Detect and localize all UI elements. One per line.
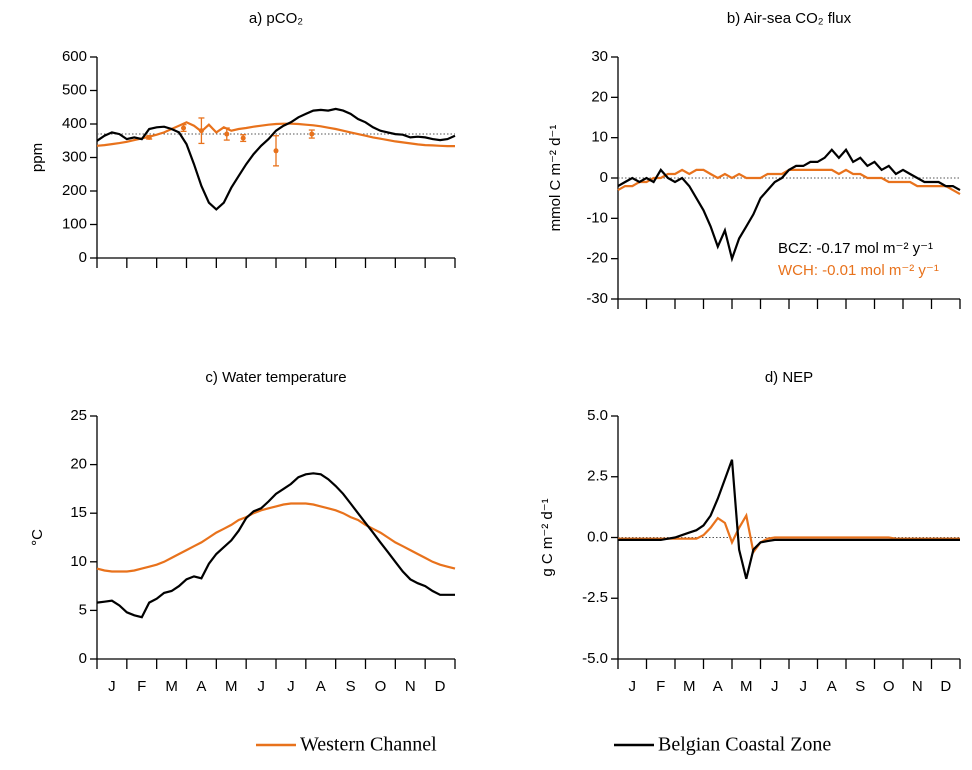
y-tick-label: 200 [62, 182, 87, 199]
y-tick-label: 20 [70, 456, 87, 473]
y-tick-label: -10 [586, 209, 608, 226]
series-line [96, 121, 455, 148]
x-tick-label: O [375, 678, 387, 695]
data-point [309, 131, 315, 137]
y-tick-label: 10 [591, 129, 608, 146]
data-point [240, 135, 246, 141]
x-tick-label: M [225, 678, 238, 695]
y-tick-label: 5.0 [587, 407, 608, 424]
y-axis-label: mmol C m⁻² d⁻¹ [547, 125, 564, 232]
y-tick-label: 5 [79, 601, 87, 618]
x-tick-label: N [405, 678, 416, 695]
x-tick-label: D [435, 678, 446, 695]
y-tick-label: 0 [79, 249, 87, 266]
x-tick-label: A [316, 678, 326, 695]
x-tick-label: J [287, 678, 295, 695]
chart-title: b) Air-sea CO₂ flux [727, 10, 852, 27]
y-tick-label: 30 [591, 48, 608, 65]
x-tick-label: J [108, 678, 116, 695]
x-tick-label: A [196, 678, 206, 695]
chart-title: a) pCO₂ [249, 10, 303, 27]
y-tick-label: -20 [586, 250, 608, 267]
y-axis-label: °C [29, 529, 46, 546]
data-point [273, 148, 279, 154]
y-tick-label: 500 [62, 81, 87, 98]
y-tick-label: -2.5 [582, 589, 608, 606]
x-tick-label: F [656, 678, 665, 695]
y-tick-label: 0 [79, 650, 87, 667]
x-tick-label: A [827, 678, 837, 695]
y-tick-label: 10 [70, 553, 87, 570]
data-point [146, 134, 152, 140]
x-tick-label: A [713, 678, 723, 695]
y-tick-label: 100 [62, 215, 87, 232]
x-tick-label: D [940, 678, 951, 695]
data-point [224, 131, 230, 137]
y-tick-label: 20 [591, 88, 608, 105]
y-axis-label: ppm [29, 143, 46, 172]
y-tick-label: 600 [62, 48, 87, 65]
x-tick-label: M [740, 678, 753, 695]
y-tick-label: -5.0 [582, 650, 608, 667]
data-point [181, 125, 187, 131]
y-tick-label: 0 [600, 169, 608, 186]
y-tick-label: 25 [70, 407, 87, 424]
series-line [618, 512, 960, 555]
x-tick-label: J [800, 678, 808, 695]
x-tick-label: J [257, 678, 265, 695]
x-tick-label: N [912, 678, 923, 695]
x-tick-label: O [883, 678, 895, 695]
y-tick-label: 0.0 [587, 528, 608, 545]
series-line [617, 147, 961, 263]
chart-title: c) Water temperature [205, 369, 346, 386]
x-tick-label: M [683, 678, 696, 695]
series-line [96, 502, 456, 573]
x-tick-label: M [165, 678, 178, 695]
y-tick-label: 400 [62, 115, 87, 132]
annotation: BCZ: -0.17 mol m⁻² y⁻¹ [778, 240, 933, 257]
series-line [618, 459, 960, 580]
y-axis-label: g C m⁻² d⁻¹ [539, 498, 556, 576]
x-tick-label: J [629, 678, 637, 695]
y-tick-label: 15 [70, 504, 87, 521]
annotation: WCH: -0.01 mol m⁻² y⁻¹ [778, 262, 939, 279]
chart-title: d) NEP [765, 369, 813, 386]
y-tick-label: -30 [586, 290, 608, 307]
x-tick-label: S [855, 678, 865, 695]
x-tick-label: J [771, 678, 779, 695]
y-tick-label: 2.5 [587, 468, 608, 485]
y-tick-label: 300 [62, 148, 87, 165]
legend-label: Western Channel [300, 734, 437, 756]
legend-label: Belgian Coastal Zone [658, 734, 831, 756]
data-point [198, 128, 204, 134]
series-line [96, 472, 455, 619]
series-line [96, 107, 456, 211]
x-tick-label: S [346, 678, 356, 695]
x-tick-label: F [137, 678, 146, 695]
